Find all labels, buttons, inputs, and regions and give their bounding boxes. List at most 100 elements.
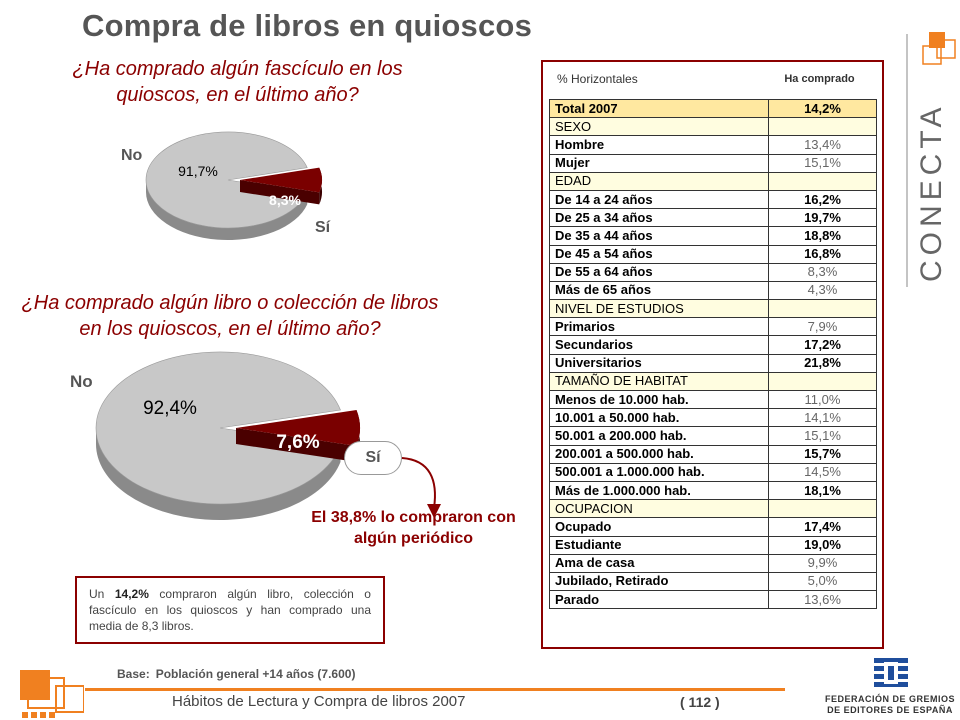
table-row: NIVEL DE ESTUDIOS <box>549 299 877 319</box>
table-row: De 45 a 54 años 16,8% <box>549 244 877 264</box>
table-row: Total 2007 14,2% <box>549 98 877 119</box>
table-cell-value: 9,9% <box>768 553 877 573</box>
table-cell-label: Estudiante <box>549 535 769 555</box>
table-cell-label: 200.001 a 500.000 hab. <box>549 444 769 464</box>
table-cell-label: TAMAÑO DE HABITAT <box>549 371 769 392</box>
table-row: EDAD <box>549 171 877 191</box>
table-cell-value: 16,2% <box>768 189 877 210</box>
table-cell-label: De 35 a 44 años <box>549 226 769 246</box>
table-row: Parado 13,6% <box>549 590 877 610</box>
table-cell-label: 10.001 a 50.000 hab. <box>549 408 769 428</box>
pie-side-no <box>146 180 308 240</box>
pie1-si-label: Sí <box>315 219 331 236</box>
page-title: Compra de libros en quioscos <box>82 8 533 43</box>
table-cell-value: 13,4% <box>768 135 877 155</box>
table-row: Jubilado, Retirado 5,0% <box>549 571 877 592</box>
table-row: Mujer 15,1% <box>549 153 877 173</box>
table-cell-label: Universitarios <box>549 353 769 373</box>
summary-box: Un 14,2% compraron algún libro, colecció… <box>75 576 385 644</box>
table-row: 500.001 a 1.000.000 hab. 14,5% <box>549 462 877 482</box>
table-row: Ocupado 17,4% <box>549 517 877 537</box>
pie-data-label-no: 91,7% <box>178 163 218 179</box>
table-row: De 55 a 64 años 8,3% <box>549 262 877 282</box>
table-cell-value: 17,2% <box>768 335 877 355</box>
table-cell-label: De 25 a 34 años <box>549 208 769 228</box>
table-cell-value <box>768 299 877 319</box>
question-fasciculo: ¿Ha comprado algún fascículo en los quio… <box>72 58 403 106</box>
pie-data-label-no: 92,4% <box>143 398 197 419</box>
table-cell-value: 14,1% <box>768 408 877 428</box>
periodico-note: El 38,8% lo compraron con algún periódic… <box>311 509 516 547</box>
pie2-si-label: Sí <box>344 441 402 475</box>
pie-data-label-si: 7,6% <box>276 432 319 453</box>
table-cell-value: 7,9% <box>768 317 877 337</box>
table-row: SEXO <box>549 117 877 137</box>
data-table: Total 2007 14,2% SEXO Hombre 13,4% Mujer 15,1%… <box>549 98 877 610</box>
table-cell-label: 50.001 a 200.000 hab. <box>549 426 769 446</box>
table-row: De 25 a 34 años 19,7% <box>549 208 877 228</box>
table-cell-label: Hombre <box>549 135 769 155</box>
table-cell-label: Más de 1.000.000 hab. <box>549 480 769 501</box>
table-row: Primarios 7,9% <box>549 317 877 337</box>
table-cell-label: Jubilado, Retirado <box>549 571 769 592</box>
pie-side-no <box>95 428 341 520</box>
table-row: Menos de 10.000 hab. 11,0% <box>549 389 877 410</box>
table-row: TAMAÑO DE HABITAT <box>549 371 877 392</box>
table-cell-value <box>768 371 877 392</box>
pie-side-si <box>240 180 320 205</box>
pie-slice-no <box>145 131 308 229</box>
pie-slice-no <box>95 351 341 505</box>
federacion-logo-icon <box>874 658 908 687</box>
table-row: 200.001 a 500.000 hab. 15,7% <box>549 444 877 464</box>
table-cell-label: Ama de casa <box>549 553 769 573</box>
table-cell-value: 5,0% <box>768 571 877 592</box>
base-label: Base: <box>117 667 150 681</box>
table-row: Universitarios 21,8% <box>549 353 877 373</box>
table-cell-value <box>768 171 877 191</box>
table-header-right: Ha comprado <box>784 73 855 85</box>
squares-logo-icon <box>20 670 84 718</box>
summary-post: compraron algún libro, colección o fascí… <box>89 587 371 633</box>
table-cell-value: 21,8% <box>768 353 877 373</box>
table-cell-label: Parado <box>549 590 769 610</box>
table-row: De 14 a 24 años 16,2% <box>549 189 877 210</box>
table-cell-label: Total 2007 <box>549 98 769 119</box>
svg-text:CONECTA: CONECTA <box>915 103 948 282</box>
pie-side-si <box>236 428 357 462</box>
federacion-line2: DE EDITORES DE ESPAÑA <box>827 705 953 715</box>
table-cell-value: 15,7% <box>768 444 877 464</box>
base-note: Base: Población general +14 años (7.600) <box>117 667 355 681</box>
table-row: Hombre 13,4% <box>549 135 877 155</box>
table-cell-label: Secundarios <box>549 335 769 355</box>
conecta-logo: CONECTA <box>906 32 956 287</box>
arrow-icon <box>401 457 441 518</box>
page-number: ( 112 ) <box>680 694 720 710</box>
table-cell-value: 16,8% <box>768 244 877 264</box>
table-cell-label: De 14 a 24 años <box>549 189 769 210</box>
table-cell-value: 8,3% <box>768 262 877 282</box>
table-cell-value: 17,4% <box>768 517 877 537</box>
table-cell-value <box>768 499 877 519</box>
pie1-no-label: No <box>121 147 143 164</box>
table-cell-label: OCUPACION <box>549 499 769 519</box>
table-cell-label: NIVEL DE ESTUDIOS <box>549 299 769 319</box>
table-row: Estudiante 19,0% <box>549 535 877 555</box>
pie2-no-label: No <box>70 372 93 391</box>
table-cell-label: De 55 a 64 años <box>549 262 769 282</box>
table-cell-value <box>768 117 877 137</box>
table-cell-value: 19,7% <box>768 208 877 228</box>
table-cell-value: 19,0% <box>768 535 877 555</box>
footer-divider <box>85 688 785 691</box>
table-cell-label: SEXO <box>549 117 769 137</box>
table-row: Más de 65 años 4,3% <box>549 280 877 301</box>
table-cell-value: 4,3% <box>768 280 877 301</box>
table-cell-label: 500.001 a 1.000.000 hab. <box>549 462 769 482</box>
table-row: 10.001 a 50.000 hab. 14,1% <box>549 408 877 428</box>
table-cell-value: 15,1% <box>768 426 877 446</box>
table-cell-value: 11,0% <box>768 389 877 410</box>
table-cell-label: Ocupado <box>549 517 769 537</box>
table-cell-label: Mujer <box>549 153 769 173</box>
table-row: Secundarios 17,2% <box>549 335 877 355</box>
table-cell-label: EDAD <box>549 171 769 191</box>
table-cell-value: 18,1% <box>768 480 877 501</box>
